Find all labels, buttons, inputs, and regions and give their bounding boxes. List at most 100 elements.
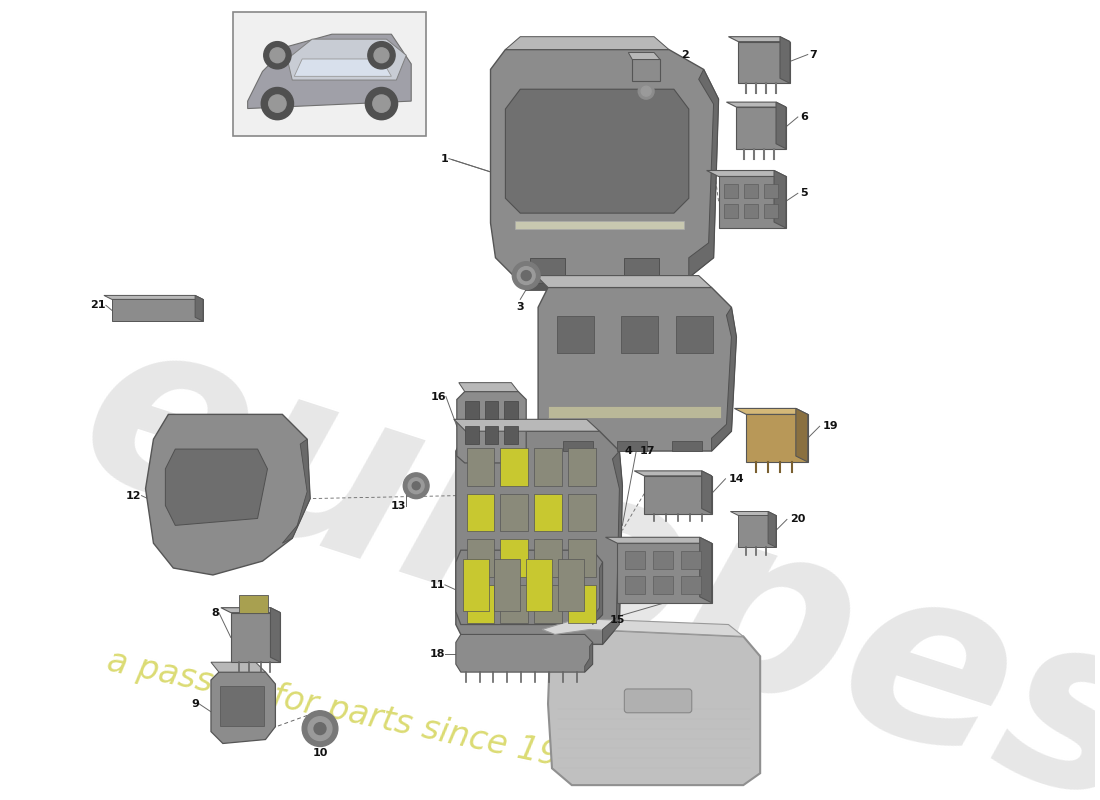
FancyBboxPatch shape xyxy=(548,406,722,418)
FancyBboxPatch shape xyxy=(568,448,595,486)
Text: 10: 10 xyxy=(312,749,328,758)
Polygon shape xyxy=(632,59,660,82)
Polygon shape xyxy=(459,382,518,391)
Text: 12: 12 xyxy=(126,490,142,501)
FancyBboxPatch shape xyxy=(535,539,562,577)
Text: 3: 3 xyxy=(516,302,524,312)
FancyBboxPatch shape xyxy=(535,585,562,622)
Polygon shape xyxy=(635,471,712,476)
FancyBboxPatch shape xyxy=(500,494,528,531)
FancyBboxPatch shape xyxy=(625,689,692,713)
FancyBboxPatch shape xyxy=(681,551,701,569)
Text: 21: 21 xyxy=(90,300,106,310)
Circle shape xyxy=(308,717,332,741)
FancyBboxPatch shape xyxy=(500,448,528,486)
Polygon shape xyxy=(455,634,593,672)
FancyBboxPatch shape xyxy=(485,402,498,419)
Polygon shape xyxy=(491,50,718,278)
Polygon shape xyxy=(455,431,623,644)
Polygon shape xyxy=(776,102,785,149)
Polygon shape xyxy=(221,608,280,613)
Polygon shape xyxy=(505,37,669,50)
Text: 19: 19 xyxy=(823,422,838,431)
Polygon shape xyxy=(726,102,785,107)
Polygon shape xyxy=(211,672,275,743)
Text: 16: 16 xyxy=(430,391,446,402)
FancyBboxPatch shape xyxy=(535,448,562,486)
Polygon shape xyxy=(736,107,785,149)
Polygon shape xyxy=(617,543,712,602)
Circle shape xyxy=(264,42,292,69)
Circle shape xyxy=(302,710,338,746)
Polygon shape xyxy=(730,511,776,515)
Polygon shape xyxy=(774,170,785,228)
Polygon shape xyxy=(542,618,744,637)
FancyBboxPatch shape xyxy=(515,221,684,229)
Text: 11: 11 xyxy=(429,580,444,590)
Text: 5: 5 xyxy=(800,188,807,198)
FancyBboxPatch shape xyxy=(568,585,595,622)
FancyBboxPatch shape xyxy=(568,494,595,531)
FancyBboxPatch shape xyxy=(745,184,758,198)
Circle shape xyxy=(412,482,420,490)
FancyBboxPatch shape xyxy=(464,426,478,444)
Circle shape xyxy=(404,473,429,498)
FancyBboxPatch shape xyxy=(568,539,595,577)
Text: 7: 7 xyxy=(810,50,817,59)
FancyBboxPatch shape xyxy=(526,559,552,610)
Polygon shape xyxy=(718,177,785,228)
FancyBboxPatch shape xyxy=(764,204,778,218)
Polygon shape xyxy=(768,511,776,547)
Circle shape xyxy=(408,478,425,494)
Polygon shape xyxy=(585,642,593,672)
FancyBboxPatch shape xyxy=(725,184,738,198)
FancyBboxPatch shape xyxy=(505,402,518,419)
Polygon shape xyxy=(625,258,659,282)
FancyBboxPatch shape xyxy=(463,559,488,610)
Polygon shape xyxy=(728,37,790,42)
Circle shape xyxy=(517,266,535,285)
Text: 13: 13 xyxy=(390,501,406,510)
FancyBboxPatch shape xyxy=(466,585,495,622)
FancyBboxPatch shape xyxy=(653,551,673,569)
Polygon shape xyxy=(738,515,775,547)
FancyBboxPatch shape xyxy=(745,204,758,218)
Circle shape xyxy=(638,83,654,99)
Polygon shape xyxy=(454,419,600,431)
FancyBboxPatch shape xyxy=(653,576,673,594)
Text: a passion for parts since 1985: a passion for parts since 1985 xyxy=(103,646,604,782)
Text: 17: 17 xyxy=(639,446,654,456)
Polygon shape xyxy=(271,608,281,662)
Circle shape xyxy=(367,42,395,69)
FancyBboxPatch shape xyxy=(557,316,594,353)
Polygon shape xyxy=(165,449,267,526)
FancyBboxPatch shape xyxy=(466,494,495,531)
FancyBboxPatch shape xyxy=(500,585,528,622)
Polygon shape xyxy=(706,170,785,177)
Polygon shape xyxy=(103,295,204,299)
Polygon shape xyxy=(456,391,526,463)
Circle shape xyxy=(262,87,294,120)
FancyBboxPatch shape xyxy=(681,576,701,594)
Polygon shape xyxy=(603,451,623,644)
Polygon shape xyxy=(231,613,280,662)
Polygon shape xyxy=(712,307,736,451)
Polygon shape xyxy=(505,90,689,213)
FancyBboxPatch shape xyxy=(466,448,495,486)
Polygon shape xyxy=(619,282,659,290)
Polygon shape xyxy=(211,662,265,672)
FancyBboxPatch shape xyxy=(233,12,426,136)
Text: europes: europes xyxy=(54,291,1100,800)
Circle shape xyxy=(641,86,651,96)
Polygon shape xyxy=(672,441,702,451)
FancyBboxPatch shape xyxy=(621,316,658,353)
Text: 15: 15 xyxy=(609,614,625,625)
Polygon shape xyxy=(536,275,712,287)
Polygon shape xyxy=(525,282,565,290)
FancyBboxPatch shape xyxy=(675,316,713,353)
Polygon shape xyxy=(287,39,406,80)
Polygon shape xyxy=(593,562,603,625)
FancyBboxPatch shape xyxy=(495,559,520,610)
FancyBboxPatch shape xyxy=(764,184,778,198)
Polygon shape xyxy=(112,299,204,321)
